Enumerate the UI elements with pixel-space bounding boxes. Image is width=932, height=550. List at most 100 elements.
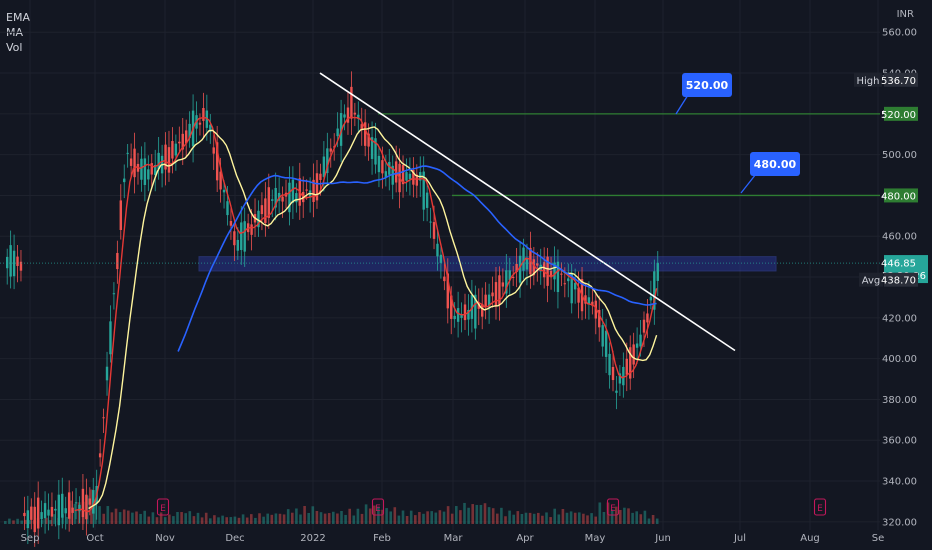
volume-bar: [209, 518, 212, 524]
earnings-marker-3: E: [606, 498, 620, 516]
candle-body: [532, 259, 536, 276]
volume-bar: [639, 514, 643, 524]
x-tick-label: Dec: [225, 533, 244, 544]
candle-body: [542, 262, 546, 278]
volume-bar: [192, 516, 196, 524]
volume-bar: [610, 509, 614, 524]
volume-bar: [569, 511, 573, 524]
candle-body: [16, 256, 19, 266]
volume-bar: [352, 515, 356, 524]
y-tick-label: 420.00: [882, 313, 917, 324]
avg-price-label: Avg 438.70: [859, 272, 918, 287]
volume-bar: [229, 517, 233, 524]
callout-pointer: [740, 173, 757, 194]
volume-bar: [623, 507, 626, 524]
candle-body: [336, 128, 339, 137]
candle-body: [484, 294, 487, 307]
volume-bar: [40, 519, 44, 524]
candle-body: [456, 308, 460, 322]
volume-bar: [323, 513, 327, 524]
candle-body: [611, 366, 615, 381]
candle-body: [154, 164, 157, 176]
volume-bar: [524, 512, 528, 524]
volume-bar: [49, 520, 52, 524]
candle-body: [222, 189, 226, 193]
candle-body: [240, 222, 243, 250]
volume-bar: [336, 513, 339, 524]
volume-bar: [491, 508, 495, 524]
x-tick-label: Oct: [86, 533, 103, 544]
candle-body: [116, 252, 119, 270]
volume-bar: [504, 516, 507, 524]
x-tick-label: Mar: [444, 533, 464, 544]
high-value-text: 536.70: [881, 76, 916, 87]
candle-body: [123, 178, 126, 183]
candle-body: [291, 179, 295, 203]
candle-body: [157, 152, 160, 170]
candle-body: [85, 494, 88, 520]
volume-bar: [368, 508, 372, 524]
candle-body: [363, 122, 367, 146]
candle-body: [26, 510, 30, 529]
candle-body: [501, 282, 505, 287]
earnings-marker-1: E: [156, 498, 170, 516]
candle-body: [367, 133, 370, 147]
candle-body: [649, 296, 653, 301]
volume-bar: [565, 512, 569, 524]
high-value-bg: [884, 72, 918, 87]
candle-body: [92, 490, 95, 514]
candle-body: [105, 366, 109, 381]
volume-bar: [172, 516, 175, 524]
volume-bar: [651, 515, 655, 524]
volume-bar: [221, 515, 224, 524]
candle-body: [30, 506, 33, 520]
candle-body: [629, 347, 632, 379]
level-price-label-2: 480.00: [881, 188, 918, 203]
legend-vol[interactable]: Vol: [6, 41, 23, 54]
high-tag-text: High: [857, 76, 880, 87]
candle-body: [198, 122, 202, 125]
candle-body: [601, 325, 604, 347]
candle-body: [339, 113, 343, 146]
volume-bar: [311, 506, 315, 524]
candle-body: [140, 158, 143, 180]
candle-body: [474, 294, 477, 329]
candle-body: [615, 390, 618, 393]
candle-body: [577, 287, 580, 303]
volume-bar: [528, 512, 532, 524]
avg-tag-text: Avg: [862, 276, 881, 287]
candle-body: [171, 141, 174, 159]
candle-body: [553, 262, 556, 280]
callout-520: 520.00: [675, 73, 732, 115]
volume-bar: [446, 506, 450, 524]
earnings-marker-box: [606, 498, 620, 516]
candle-body: [233, 231, 236, 246]
volume-bar: [332, 511, 335, 524]
volume-bar: [578, 512, 581, 524]
candle-body: [563, 283, 567, 285]
volume-bar: [401, 510, 405, 524]
earnings-marker-4: E: [813, 498, 827, 516]
volume-bar: [270, 514, 274, 524]
avg-value-bg: [884, 272, 918, 287]
candle-body: [494, 282, 498, 307]
candle-body: [209, 124, 212, 132]
legend-ema[interactable]: EMA: [6, 11, 30, 24]
candle-body: [260, 205, 264, 215]
x-tick-label: Apr: [516, 533, 534, 544]
candle-body: [470, 295, 474, 319]
volume-bar: [590, 513, 593, 524]
volume-bar: [110, 512, 114, 524]
volume-bar: [356, 508, 360, 524]
volume-bar: [450, 513, 454, 524]
candle-body: [174, 143, 178, 156]
candle-body: [515, 263, 518, 273]
x-tick-label: Se: [872, 533, 885, 544]
candle-body: [536, 263, 539, 266]
volume-bar: [487, 507, 491, 524]
candle-body: [61, 493, 64, 518]
earnings-marker-label: E: [817, 504, 823, 514]
volume-bar: [241, 514, 245, 524]
candle-body: [212, 147, 215, 154]
